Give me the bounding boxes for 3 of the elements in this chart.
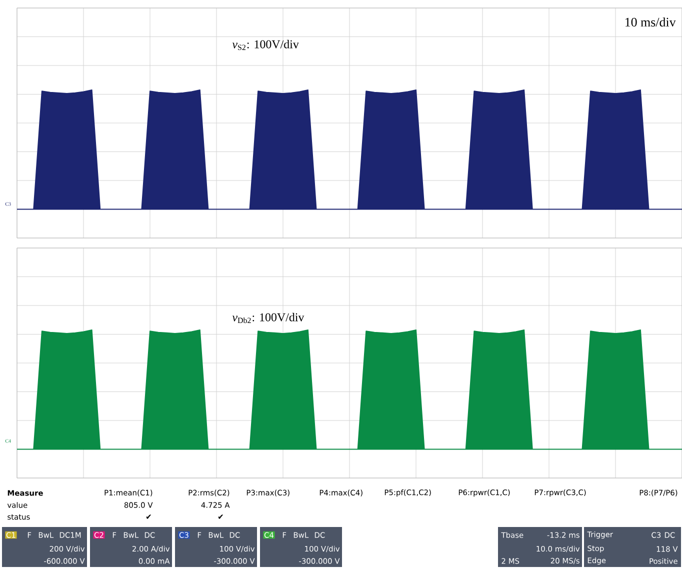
- text: 10 ms/div: [626, 17, 676, 27]
- text: v$_{Db2}$: 100V/div: [232, 312, 304, 324]
- text: v$_{S2}$: 100V/div: [232, 40, 299, 50]
